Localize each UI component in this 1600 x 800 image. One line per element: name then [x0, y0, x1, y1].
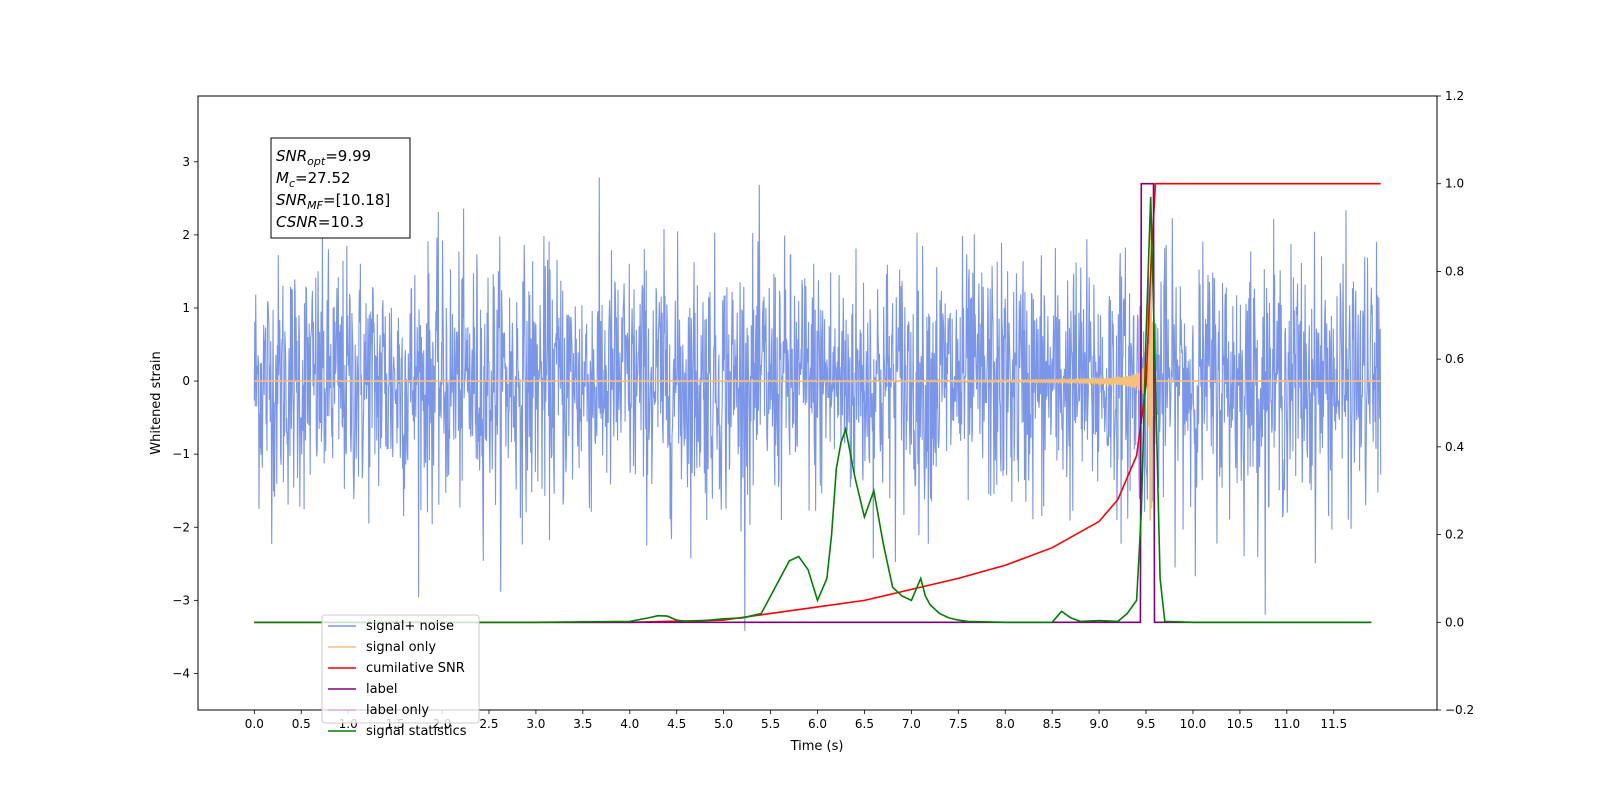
legend-label: signal only	[366, 640, 436, 655]
legend-frame	[321, 614, 480, 724]
x-axis-label: Time (s)	[790, 739, 844, 754]
y-tick-label: −2	[172, 520, 190, 534]
y2-tick-label: 0.2	[1445, 528, 1464, 542]
x-tick-label: 9.0	[1090, 717, 1109, 731]
annotation-line: SNRMF=[10.18]	[276, 191, 390, 212]
x-tick-label: 8.0	[996, 717, 1015, 731]
y2-tick-label: 0.8	[1445, 264, 1464, 278]
y-tick-label: −4	[172, 666, 190, 680]
y2-tick-label: 0.0	[1445, 615, 1464, 629]
series-line-5	[254, 196, 1372, 624]
x-tick-label: 3.0	[526, 717, 545, 731]
y2-tick-label: 0.4	[1445, 440, 1464, 454]
y2-tick-label: 1.2	[1445, 89, 1464, 103]
y-tick-label: 3	[182, 155, 190, 169]
x-tick-label: 0.5	[292, 717, 311, 731]
x-tick-label: 4.0	[620, 717, 639, 731]
x-tick-label: 2.5	[479, 717, 498, 731]
annotation-box: SNRopt=9.99Mc=27.52SNRMF=[10.18]CSNR=10.…	[270, 137, 411, 239]
y-tick-label: 0	[182, 374, 190, 388]
x-tick-label: 6.0	[808, 717, 827, 731]
x-tick-label: 4.5	[667, 717, 686, 731]
y-tick-label: −1	[172, 447, 190, 461]
y-axis-label: Whitened strain	[149, 351, 164, 454]
series-line-1	[254, 209, 1381, 521]
x-tick-label: 6.5	[855, 717, 874, 731]
annotation-line: CSNR=10.3	[276, 213, 364, 231]
x-tick-label: 5.0	[714, 717, 733, 731]
annotation-line: Mc=27.52	[276, 169, 351, 190]
y-axis-right: 1.2 1.0 0.8 0.6 0.4 0.2 0.0 −0.2	[1437, 89, 1474, 717]
series-line-0	[253, 177, 1382, 631]
y2-tick-label: 1.0	[1445, 177, 1464, 191]
legend-label: signal statistics	[366, 724, 467, 739]
x-tick-label: 7.5	[949, 717, 968, 731]
x-tick-label: 11.0	[1273, 717, 1300, 731]
x-tick-label: 11.5	[1320, 717, 1347, 731]
legend-label: label	[366, 682, 397, 697]
x-tick-label: 10.5	[1227, 717, 1254, 731]
x-tick-label: 9.5	[1136, 717, 1155, 731]
legend: signal+ noise signal only cumilative SNR la…	[321, 614, 480, 739]
annotation-frame	[270, 137, 411, 239]
y-tick-label: −3	[172, 593, 190, 607]
y-tick-label: 2	[182, 228, 190, 242]
legend-label: label only	[366, 703, 429, 718]
series-layer	[253, 177, 1382, 631]
legend-label: cumilative SNR	[366, 661, 465, 676]
x-tick-label: 10.0	[1180, 717, 1207, 731]
x-tick-label: 7.0	[902, 717, 921, 731]
y-tick-label: 1	[182, 301, 190, 315]
x-tick-label: 5.5	[761, 717, 780, 731]
x-tick-label: 3.5	[573, 717, 592, 731]
y-axis-left: 3 2 1 0 −1 −2 −3 −4	[172, 155, 198, 680]
x-tick-label: 0.0	[245, 717, 264, 731]
annotation-line: SNRopt=9.99	[276, 147, 371, 168]
legend-label: signal+ noise	[366, 619, 454, 634]
y2-tick-label: 0.6	[1445, 352, 1464, 366]
y2-tick-label: −0.2	[1445, 703, 1474, 717]
x-tick-label: 8.5	[1043, 717, 1062, 731]
